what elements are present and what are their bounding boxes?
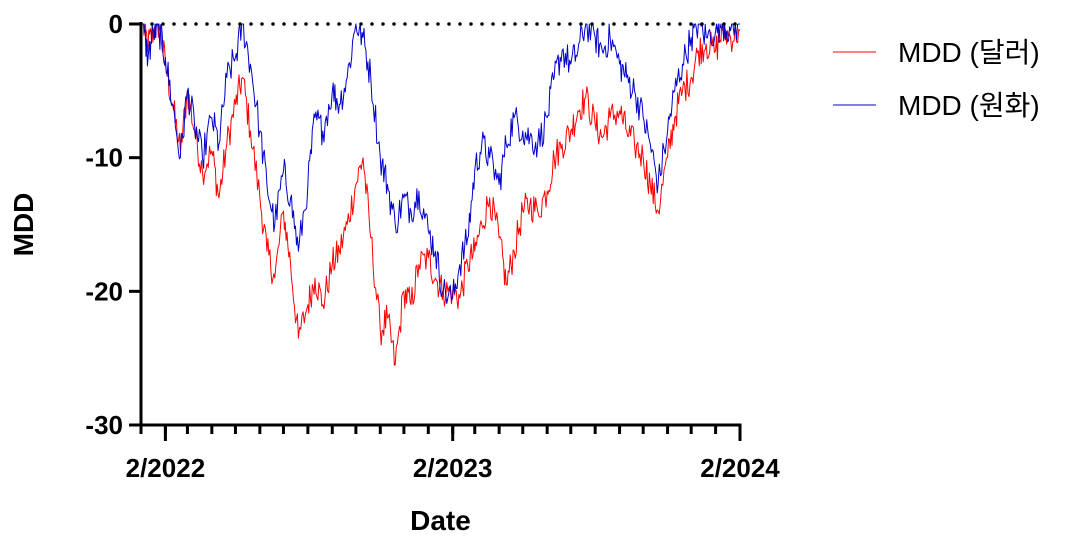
y-axis-ticks: 0 -10 -20 -30 (85, 9, 141, 440)
x-tick-label: 2/2023 (413, 453, 493, 483)
series-line-1 (142, 23, 741, 366)
series-lines (142, 23, 741, 366)
y-axis-title: MDD (8, 193, 39, 257)
y-tick-label: -30 (85, 410, 123, 440)
legend-label: MDD (달러) (898, 37, 1040, 68)
x-tick-label: 2/2022 (126, 453, 206, 483)
y-tick-label: -20 (85, 276, 123, 306)
x-axis-title: Date (410, 505, 471, 536)
x-axis-ticks: 2/2022 2/2023 2/2024 (126, 425, 780, 483)
legend-label: MDD (원화) (898, 90, 1040, 121)
y-tick-label: -10 (85, 143, 123, 173)
y-tick-label: 0 (109, 9, 123, 39)
legend: MDD (달러) MDD (원화) (833, 37, 1040, 121)
x-tick-label: 2/2024 (700, 453, 780, 483)
series-line-2 (142, 23, 740, 304)
